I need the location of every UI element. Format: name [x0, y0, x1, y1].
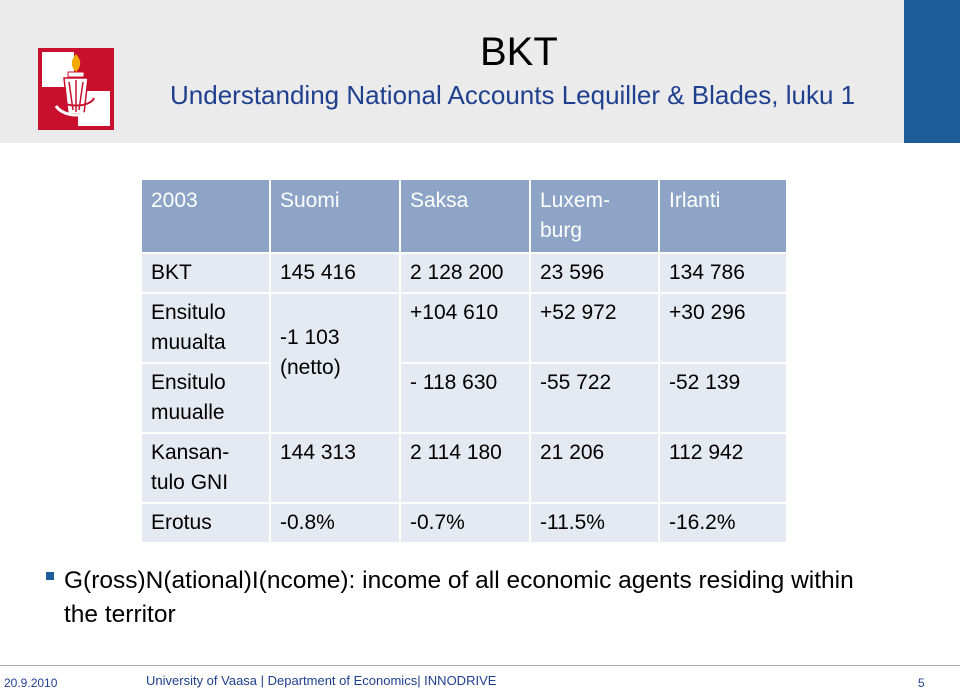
- table-cell: 112 942: [660, 434, 786, 502]
- row-label: Kansan- tulo GNI: [142, 434, 269, 502]
- table-cell: -55 722: [531, 364, 658, 432]
- table-cell: 2 114 180: [401, 434, 529, 502]
- table-cell: -52 139: [660, 364, 786, 432]
- page-number: 5: [918, 676, 925, 690]
- university-logo-icon: [38, 48, 114, 130]
- header-band: [0, 0, 960, 143]
- table-cell: 144 313: [271, 434, 399, 502]
- table-cell: +104 610: [401, 294, 529, 362]
- table-cell: 145 416: [271, 254, 399, 292]
- column-header: Irlanti: [660, 180, 786, 252]
- row-label: Ensitulo muualta: [142, 294, 269, 362]
- table-cell: 2 128 200: [401, 254, 529, 292]
- row-label: BKT: [142, 254, 269, 292]
- table-header-row: 2003 Suomi Saksa Luxem- burg Irlanti: [142, 180, 786, 252]
- table-row: Erotus -0.8% -0.7% -11.5% -16.2%: [142, 504, 786, 542]
- bullet-square-icon: [46, 572, 54, 580]
- corner-accent-bar: [904, 0, 960, 143]
- table-row: Ensitulo muualta -1 103 (netto) +104 610…: [142, 294, 786, 432]
- footer-institution: University of Vaasa | Department of Econ…: [146, 673, 497, 688]
- table-cell: 134 786: [660, 254, 786, 292]
- table-cell: 23 596: [531, 254, 658, 292]
- table-cell: 21 206: [531, 434, 658, 502]
- footer-divider: [0, 665, 960, 666]
- slide-subtitle: Understanding National Accounts Lequille…: [170, 80, 856, 110]
- table-cell: -16.2%: [660, 504, 786, 542]
- table-cell: +30 296: [660, 294, 786, 362]
- table-cell: -0.7%: [401, 504, 529, 542]
- table-cell: -1 103 (netto): [271, 294, 399, 432]
- column-header: Suomi: [271, 180, 399, 252]
- table-cell: -11.5%: [531, 504, 658, 542]
- table-row: Kansan- tulo GNI 144 313 2 114 180 21 20…: [142, 434, 786, 502]
- table-row: Ensitulo muualle - 118 630 -55 722 -52 1…: [142, 364, 786, 432]
- table-row: BKT 145 416 2 128 200 23 596 134 786: [142, 254, 786, 292]
- row-label: Erotus: [142, 504, 269, 542]
- table-cell: -0.8%: [271, 504, 399, 542]
- column-header: Luxem- burg: [531, 180, 658, 252]
- column-header: 2003: [142, 180, 269, 252]
- table-cell: +52 972: [531, 294, 658, 362]
- column-header: Saksa: [401, 180, 529, 252]
- table-cell: - 118 630: [401, 364, 529, 432]
- row-label: Ensitulo muualle: [142, 364, 269, 432]
- bullet-text: G(ross)N(ational)I(ncome): income of all…: [64, 567, 854, 628]
- gni-table: 2003 Suomi Saksa Luxem- burg Irlanti BKT…: [140, 178, 788, 544]
- slide-title: BKT: [480, 30, 558, 74]
- footer-date: 20.9.2010: [4, 676, 58, 690]
